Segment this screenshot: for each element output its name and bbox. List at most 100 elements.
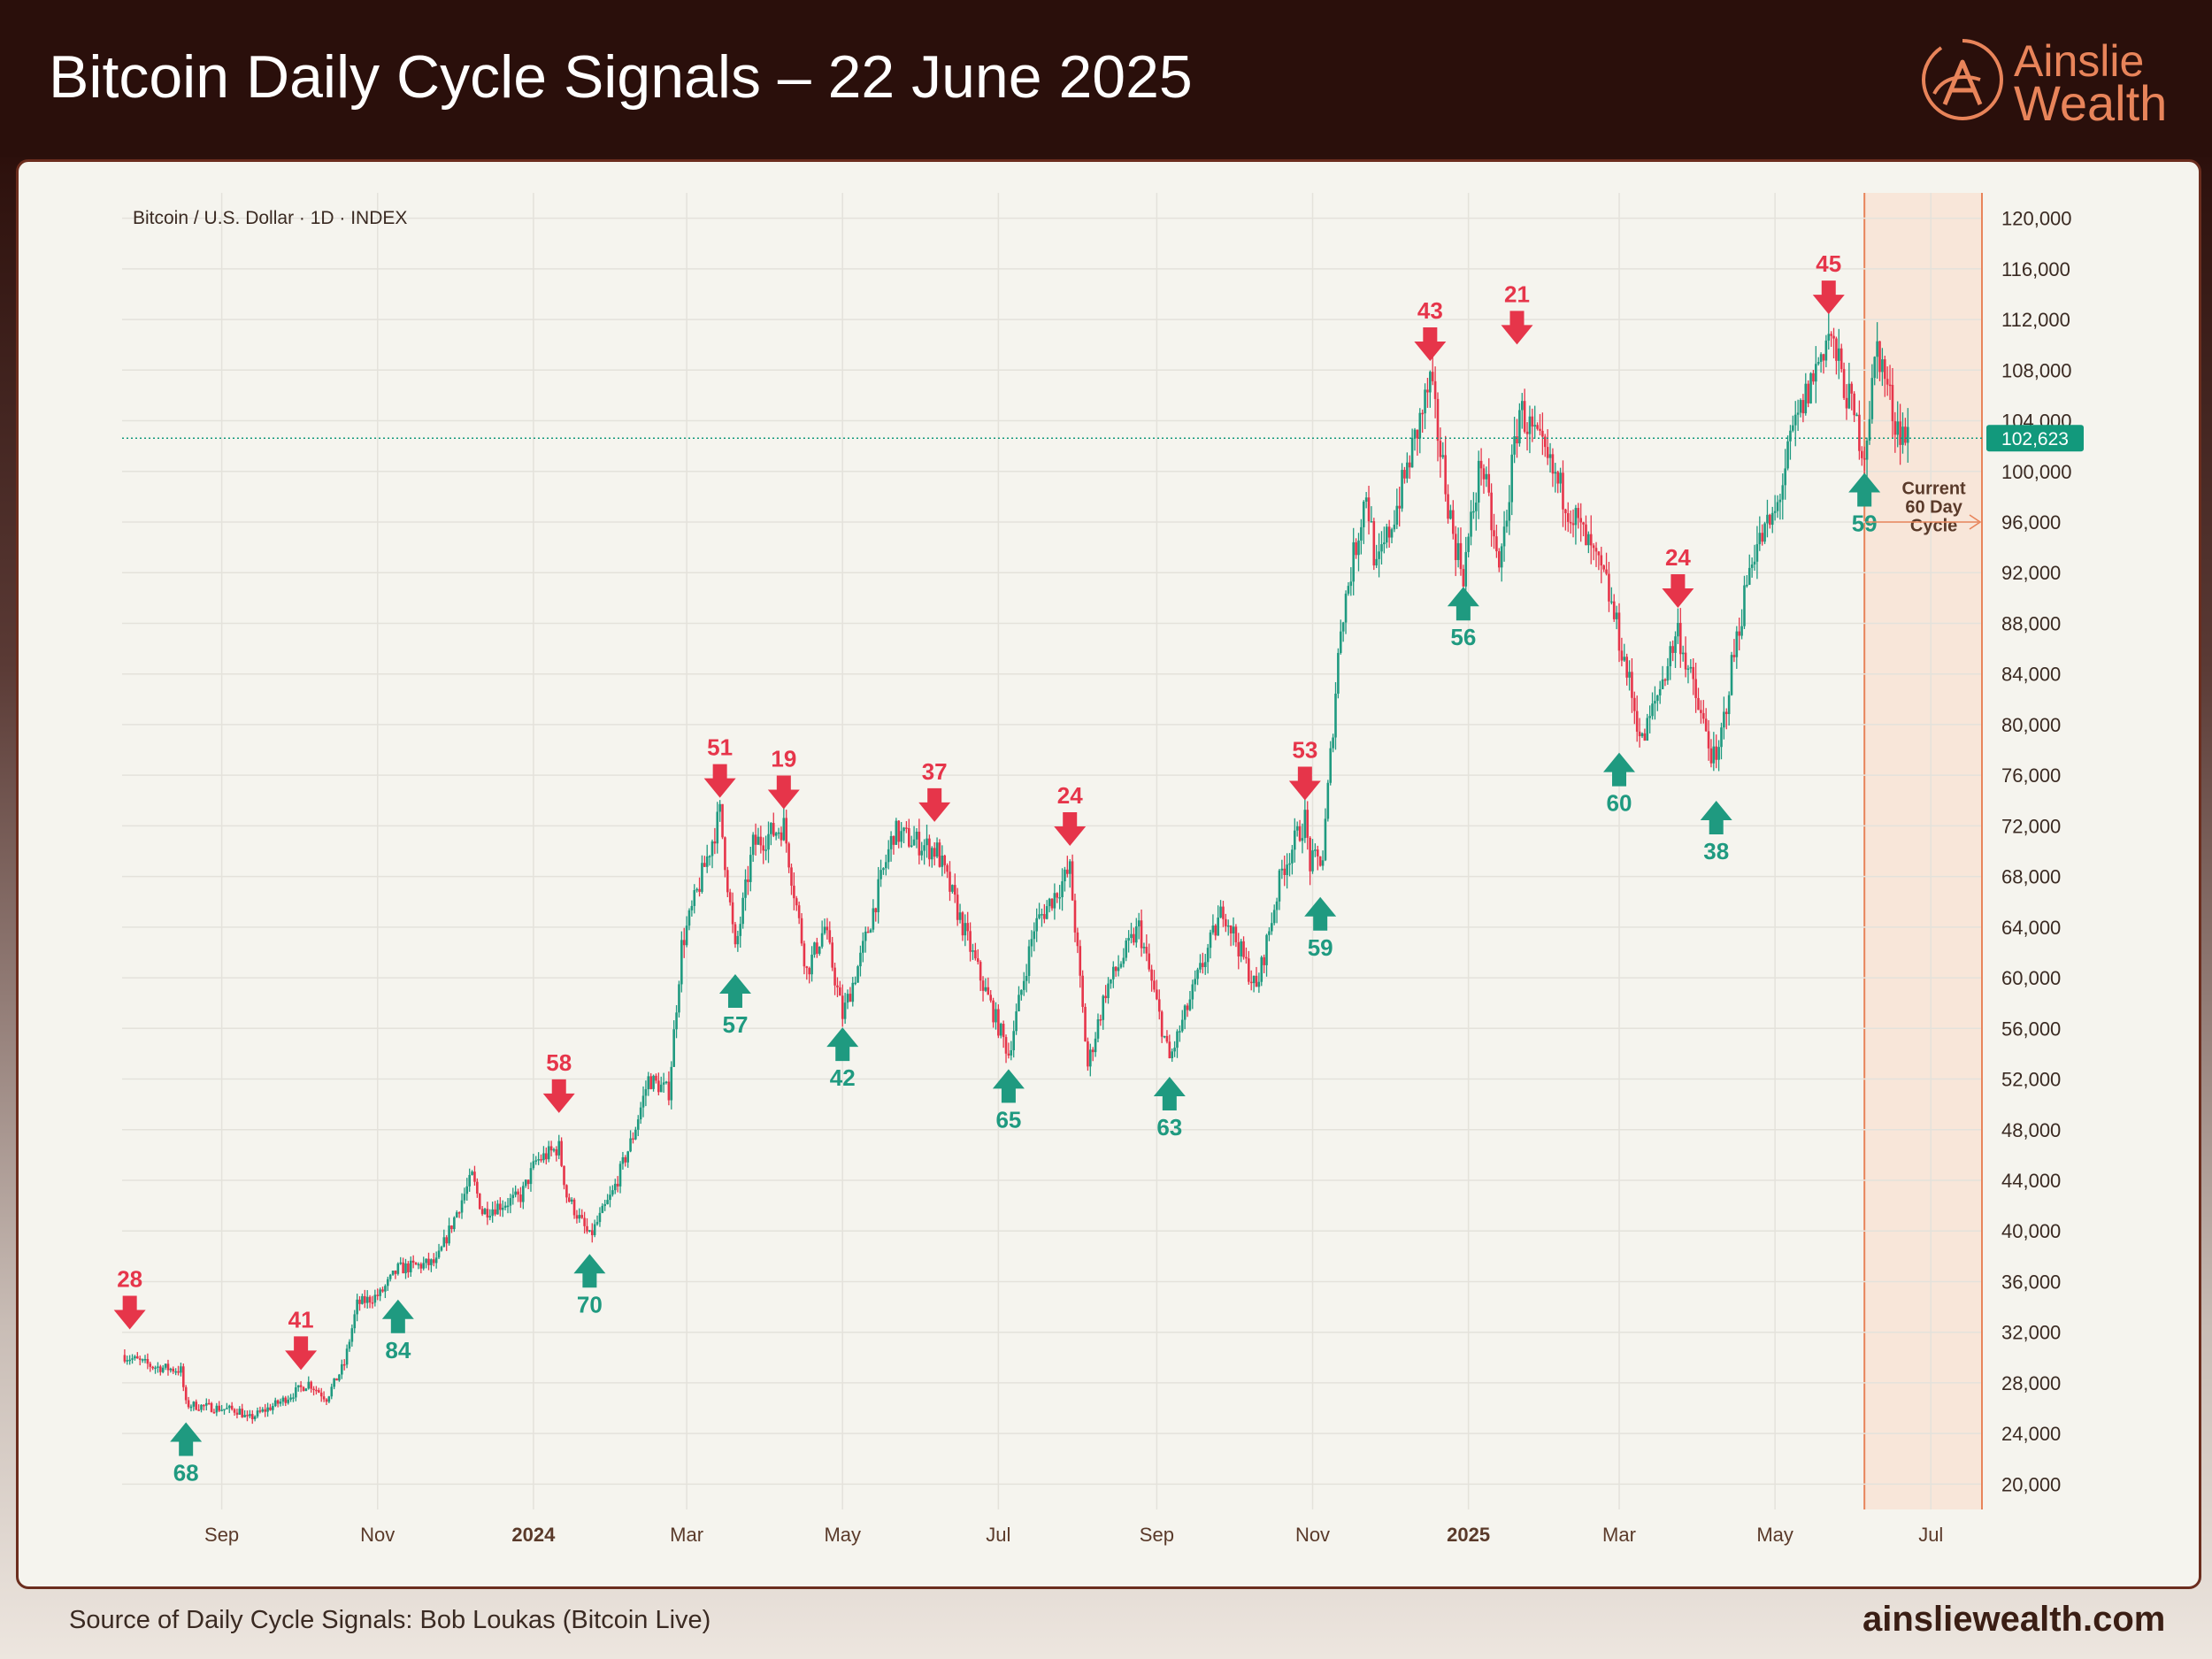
candle-body xyxy=(1574,508,1578,526)
candle-body xyxy=(649,1076,652,1089)
candle-body xyxy=(1332,737,1334,749)
cycle-top-label: 45 xyxy=(1816,250,1841,277)
candle-body xyxy=(611,1190,614,1195)
cycle-top-label: 24 xyxy=(1057,782,1083,809)
candle-body xyxy=(626,1151,629,1163)
candle-body xyxy=(580,1215,584,1218)
candle-body xyxy=(1452,510,1455,534)
candle-body xyxy=(1753,561,1756,565)
candle-body xyxy=(1592,545,1595,549)
cycle-top-arrow xyxy=(767,775,800,810)
candle-body xyxy=(468,1174,471,1187)
candle-body xyxy=(511,1194,515,1199)
candle-body xyxy=(956,895,959,920)
candle-body xyxy=(1413,429,1417,438)
candle-body xyxy=(1378,551,1380,559)
candle-body xyxy=(713,841,717,844)
candle-body xyxy=(659,1084,663,1093)
candle-body xyxy=(805,966,809,969)
candle-body xyxy=(1056,893,1059,898)
cycle-top-label: 19 xyxy=(771,746,796,772)
candle-body xyxy=(1048,898,1051,907)
candle-body xyxy=(1658,688,1662,695)
candle-body xyxy=(273,1400,277,1407)
cycle-low-label: 42 xyxy=(830,1064,856,1091)
candle-body xyxy=(877,879,879,913)
candle-body xyxy=(333,1378,335,1387)
candle-body xyxy=(795,898,798,906)
candle-body xyxy=(1858,414,1861,451)
candle-body xyxy=(1761,533,1763,542)
candle-body xyxy=(693,890,696,906)
candle-body xyxy=(1390,529,1394,538)
candle-body xyxy=(1341,622,1345,632)
candle-body xyxy=(126,1360,129,1362)
candle-body xyxy=(249,1414,251,1417)
candle-body xyxy=(1743,585,1746,626)
candle-body xyxy=(1375,558,1378,566)
candle-body xyxy=(1025,975,1028,981)
candle-body xyxy=(856,966,859,983)
candle-body xyxy=(976,958,979,963)
candle-body xyxy=(800,918,803,944)
candle-body xyxy=(1656,695,1659,702)
candle-body xyxy=(1610,601,1613,603)
candle-body xyxy=(453,1217,456,1230)
candle-body xyxy=(1234,926,1238,942)
cycle-top-label: 58 xyxy=(546,1049,572,1076)
candle-body xyxy=(269,1407,272,1410)
candle-body xyxy=(933,848,936,857)
y-tick-label: 88,000 xyxy=(2001,612,2061,634)
candle-body xyxy=(754,834,757,845)
website-link[interactable]: ainsliewealth.com xyxy=(1863,1600,2166,1639)
candle-body xyxy=(759,836,763,846)
candle-body xyxy=(1424,389,1426,414)
candle-body xyxy=(836,985,839,987)
candle-body xyxy=(1812,373,1815,382)
candle-body xyxy=(972,950,974,952)
candle-body xyxy=(964,923,967,936)
cycle-zone-label: Cycle xyxy=(1910,517,1957,536)
candle-body xyxy=(279,1402,282,1404)
candle-body xyxy=(1778,499,1782,503)
cycle-low-label: 65 xyxy=(995,1106,1021,1133)
candle-body xyxy=(621,1156,625,1164)
candle-body xyxy=(1689,666,1693,669)
candle-body xyxy=(616,1183,619,1187)
candle-body xyxy=(1559,472,1562,484)
candle-body xyxy=(1847,383,1851,409)
candle-body xyxy=(1229,925,1233,933)
candle-body xyxy=(241,1409,244,1417)
candle-body xyxy=(356,1299,358,1315)
candle-body xyxy=(820,933,824,947)
candle-body xyxy=(1479,460,1483,469)
candle-body xyxy=(1066,869,1069,874)
symbol-label: Bitcoin / U.S. Dollar · 1D · INDEX xyxy=(133,208,407,228)
candle-body xyxy=(790,867,793,887)
candle-body xyxy=(1487,473,1491,493)
y-tick-label: 52,000 xyxy=(2001,1069,2061,1091)
candle-body xyxy=(1485,473,1488,480)
candle-body xyxy=(220,1409,223,1411)
candle-body xyxy=(1677,623,1679,637)
candle-body xyxy=(1127,938,1130,941)
cycle-low-arrow xyxy=(573,1254,606,1288)
candle-body xyxy=(974,950,977,959)
candle-body xyxy=(1064,869,1066,882)
candle-body xyxy=(296,1385,300,1388)
x-tick-label: Nov xyxy=(1295,1524,1330,1546)
logo-line-2: Wealth xyxy=(2014,75,2168,131)
candle-body xyxy=(1153,980,1156,990)
candle-body xyxy=(1773,511,1777,513)
candle-body xyxy=(1510,454,1514,503)
x-tick-label: Sep xyxy=(204,1524,239,1546)
candle-body xyxy=(1053,893,1056,909)
candle-body xyxy=(1456,542,1460,560)
candle-body xyxy=(1717,747,1720,760)
candle-body xyxy=(918,831,921,856)
candle-body xyxy=(570,1199,573,1202)
y-tick-label: 120,000 xyxy=(2001,208,2072,230)
candle-body xyxy=(1776,502,1779,511)
brand-logo[interactable]: Ainslie Wealth xyxy=(1918,35,2175,131)
candle-body xyxy=(1518,410,1521,444)
